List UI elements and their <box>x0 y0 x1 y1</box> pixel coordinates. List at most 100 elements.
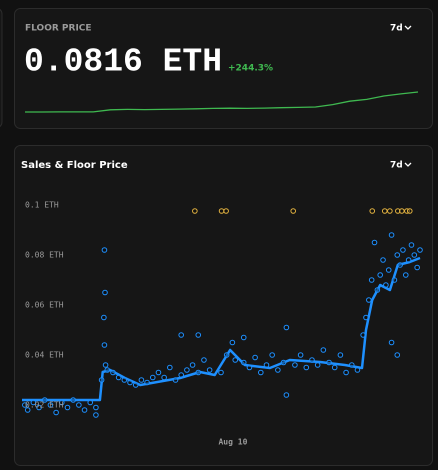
sale-point <box>195 369 202 376</box>
sale-point <box>395 208 401 214</box>
sale-point <box>101 314 107 321</box>
period-select[interactable]: 7d <box>390 24 412 34</box>
sale-point <box>101 342 108 348</box>
sale-point <box>30 399 37 406</box>
sale-point <box>385 267 392 273</box>
sale-point <box>258 369 264 376</box>
sale-point <box>343 369 349 376</box>
sale-point <box>206 367 213 373</box>
sale-point <box>383 282 389 288</box>
sale-point <box>22 402 28 408</box>
sale-point <box>263 362 270 368</box>
chart-title: Sales & Floor Price <box>21 160 128 171</box>
sale-point <box>104 367 111 373</box>
sale-point <box>70 397 76 403</box>
sale-point <box>314 362 321 368</box>
sale-point <box>337 352 344 358</box>
sale-point <box>269 352 275 358</box>
sale-point <box>115 374 122 381</box>
sale-point <box>406 208 413 214</box>
sale-point <box>121 377 128 383</box>
sale-point <box>59 399 65 406</box>
period-select[interactable]: 7d <box>390 161 412 171</box>
sale-point <box>144 379 150 386</box>
sale-point <box>102 289 108 296</box>
sale-point <box>172 377 179 383</box>
sale-point <box>178 372 184 378</box>
sale-point <box>366 297 372 303</box>
chevron <box>404 162 412 167</box>
sale-point <box>283 392 290 398</box>
sale-point <box>161 374 167 381</box>
sale-point <box>405 257 412 263</box>
y-tick-label: 0.02 ETH <box>25 401 64 410</box>
sale-point <box>192 208 198 214</box>
sale-point <box>387 208 393 214</box>
sales-card <box>14 145 433 466</box>
sale-point <box>388 339 395 346</box>
sale-point <box>394 352 401 358</box>
card-title: FLOOR PRICE <box>25 24 92 34</box>
sale-point <box>348 362 355 368</box>
sale-point <box>53 409 59 416</box>
sale-point <box>127 379 133 386</box>
sale-point <box>417 247 423 253</box>
sale-point <box>408 242 415 248</box>
sale-point <box>394 252 401 258</box>
sale-point <box>374 287 381 293</box>
sale-point <box>149 374 156 381</box>
sale-point <box>167 364 173 371</box>
sale-point <box>252 354 258 361</box>
sale-point <box>98 377 105 383</box>
y-tick-label: 0.04 ETH <box>25 351 64 360</box>
sale-point <box>76 402 82 408</box>
sale-point <box>93 412 99 418</box>
sale-point <box>275 367 281 373</box>
sale-point <box>292 362 298 368</box>
sale-point <box>290 208 297 214</box>
sale-point <box>138 377 145 383</box>
sale-point <box>411 252 418 258</box>
sale-point <box>229 339 236 346</box>
sale-point <box>195 332 202 338</box>
sale-point <box>371 239 378 246</box>
sale-point <box>354 367 361 373</box>
sale-point <box>414 264 420 271</box>
sale-point <box>377 272 384 278</box>
sale-point <box>326 359 332 366</box>
sale-point <box>110 369 116 376</box>
sale-point <box>240 334 247 341</box>
sale-point <box>132 382 139 388</box>
sale-point <box>81 407 88 413</box>
sale-point <box>280 359 287 366</box>
sale-point <box>400 247 406 253</box>
period-label: 7d <box>390 161 403 171</box>
period-label: 7d <box>390 24 403 34</box>
sale-point <box>368 277 375 283</box>
sale-point <box>232 357 239 363</box>
sale-point <box>381 208 388 214</box>
sale-point <box>388 232 395 238</box>
sale-point <box>303 364 310 371</box>
sale-point <box>297 352 304 358</box>
sale-point <box>363 314 369 321</box>
sale-point <box>101 247 108 253</box>
y-tick-label: 0.1 ETH <box>25 201 59 210</box>
sale-point <box>320 347 327 353</box>
sale-point <box>223 352 230 358</box>
sale-point <box>24 407 31 413</box>
sale-point <box>102 362 109 368</box>
y-tick-label: 0.08 ETH <box>25 251 64 260</box>
sale-point <box>283 324 290 331</box>
sale-point <box>391 277 398 283</box>
sale-point <box>64 404 71 411</box>
sale-point <box>218 369 224 376</box>
sale-point <box>201 357 207 363</box>
sale-point <box>369 208 376 214</box>
sale-point <box>184 367 190 373</box>
floor-card <box>14 8 433 129</box>
x-tick-label: Aug 10 <box>218 438 247 447</box>
sale-point <box>331 364 338 371</box>
sale-point <box>397 262 403 268</box>
